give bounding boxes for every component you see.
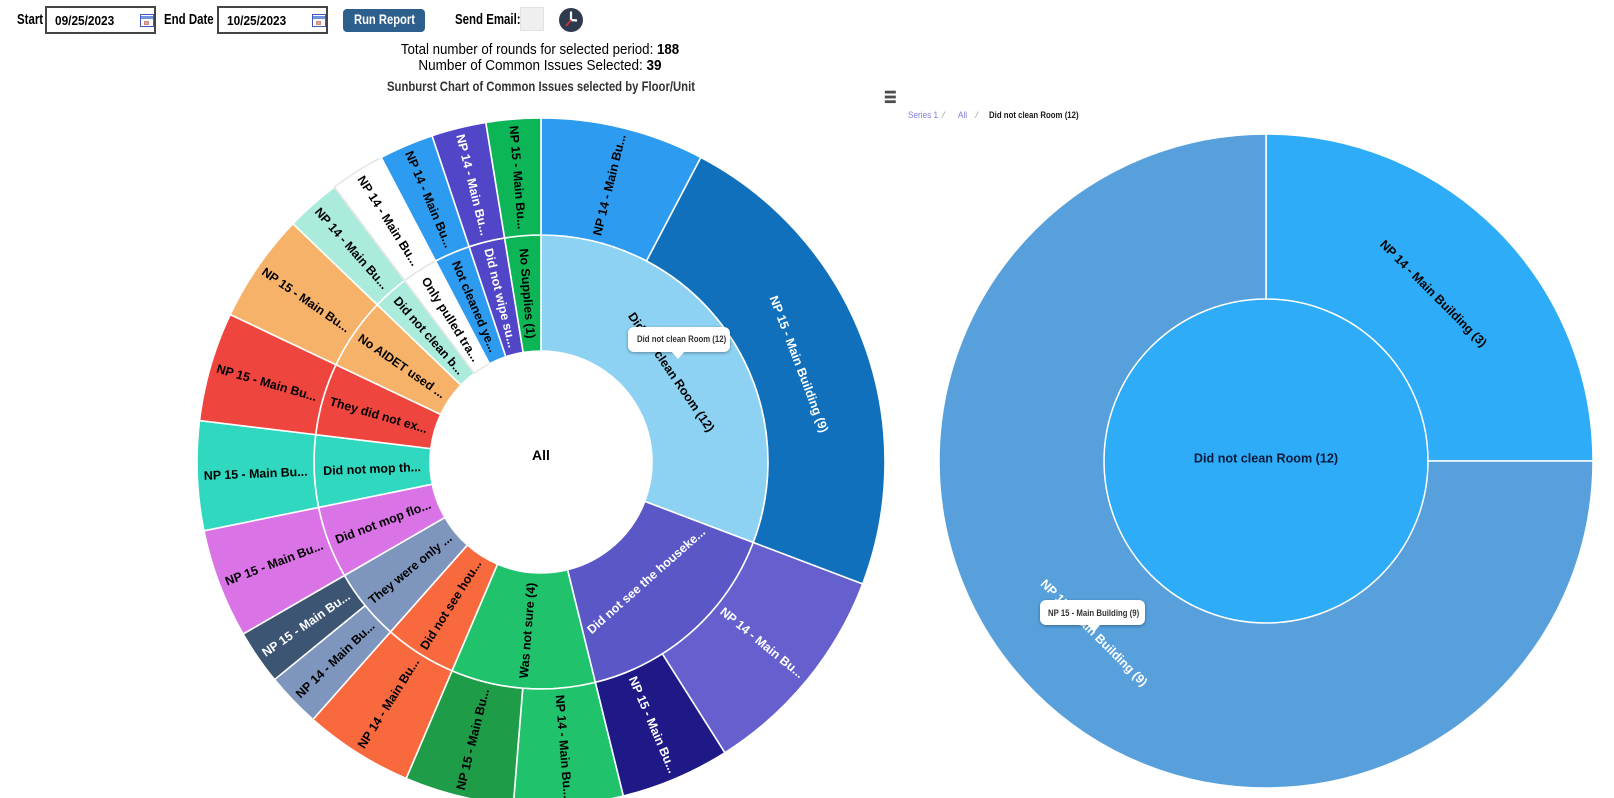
svg-text:NP 15 - Main Bu...: NP 15 - Main Bu... [204,465,308,483]
svg-text:Did not mop th...: Did not mop th... [323,460,421,478]
svg-text:Did not clean Room (12): Did not clean Room (12) [1194,451,1338,465]
svg-text:All: All [532,447,550,463]
